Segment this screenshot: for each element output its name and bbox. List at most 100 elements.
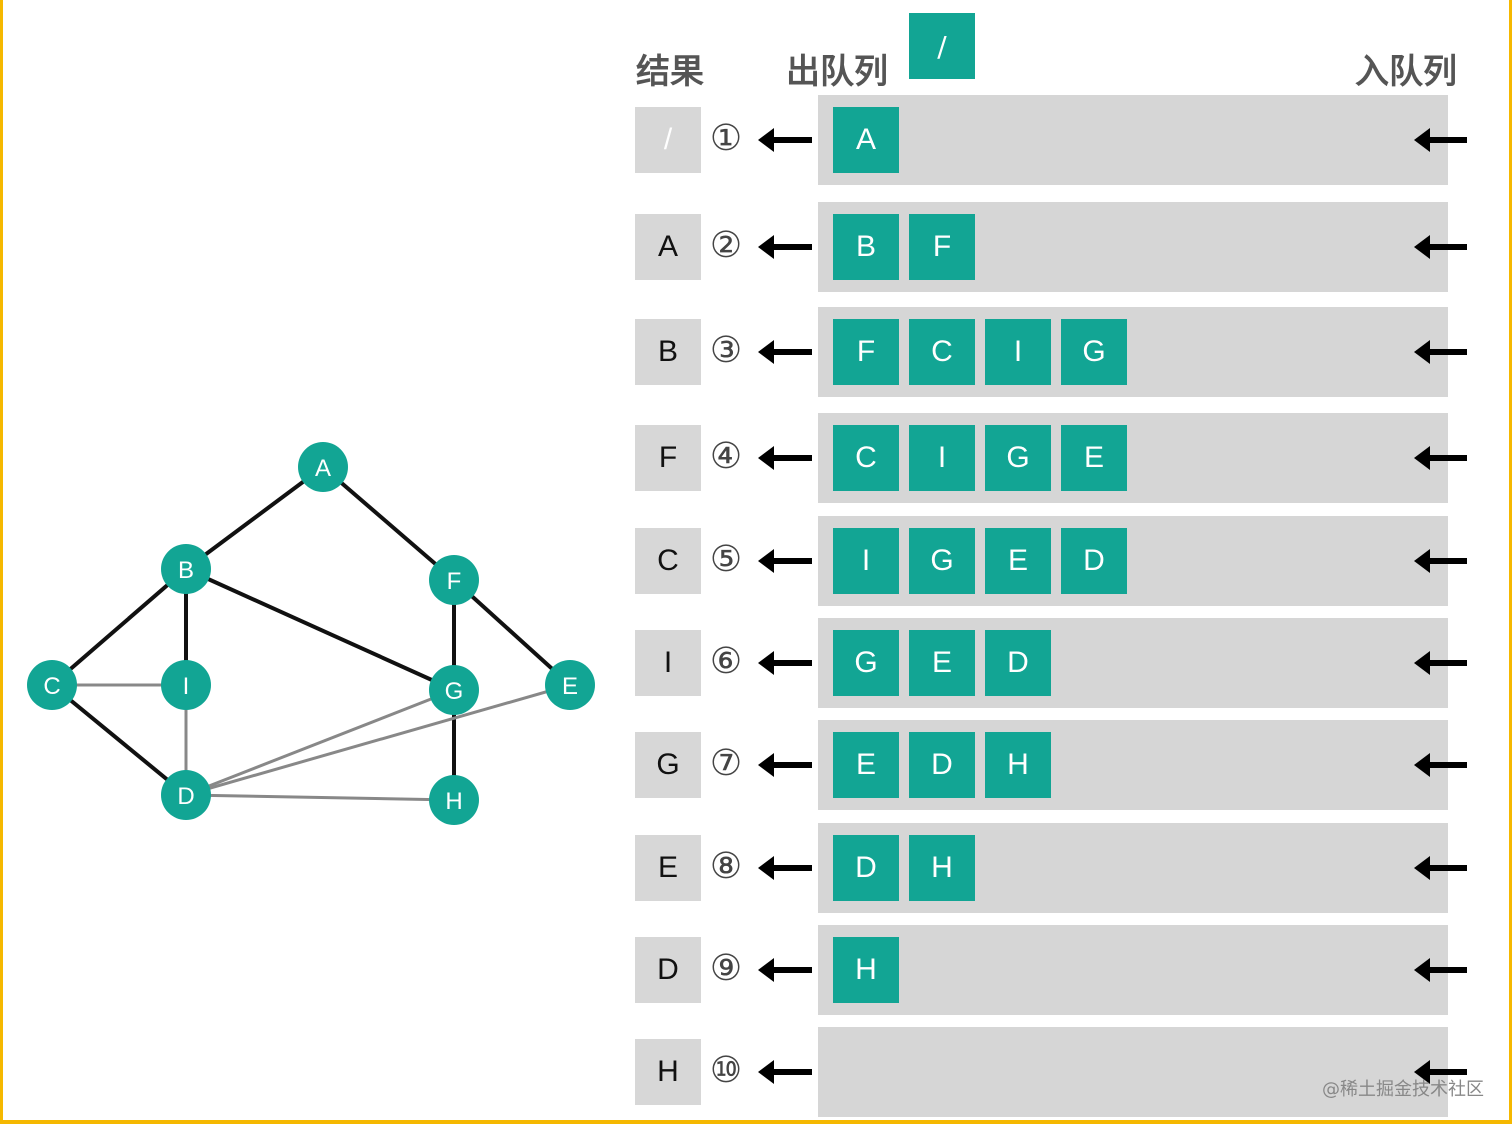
step-number: ⑩ <box>709 1050 743 1091</box>
result-box: B <box>635 319 701 385</box>
edge-D-E <box>185 683 571 797</box>
step-number: ② <box>709 225 743 266</box>
queue-item: C <box>833 425 899 491</box>
dequeue-header: 出队列 <box>786 52 888 92</box>
enqueue-arrow-icon <box>1414 128 1467 152</box>
queue-item: F <box>833 319 899 385</box>
result-box: G <box>635 732 701 798</box>
dequeue-arrow-icon <box>758 856 812 880</box>
node-I: I <box>161 660 211 710</box>
node-C: C <box>27 660 77 710</box>
queue-step: H ⑩ <box>0 1022 1512 1122</box>
enqueue-arrow-icon <box>1414 856 1467 880</box>
node-label: A <box>315 455 331 482</box>
queue-item: D <box>909 732 975 798</box>
enqueue-arrow-icon <box>1414 1060 1467 1084</box>
edge-A-F <box>321 465 456 582</box>
result-box: H <box>635 1039 701 1105</box>
step-number: ① <box>709 118 743 159</box>
dequeue-arrow-icon <box>758 1060 812 1084</box>
edge-D-H <box>185 793 455 802</box>
node-label: G <box>445 678 464 705</box>
node-label: F <box>447 568 462 595</box>
edge-B-C <box>50 567 188 687</box>
node-B: B <box>161 544 211 594</box>
result-box: / <box>635 107 701 173</box>
dequeue-arrow-icon <box>758 753 812 777</box>
queue-item: G <box>1061 319 1127 385</box>
node-label: H <box>445 788 462 815</box>
step-number: ⑨ <box>709 948 743 989</box>
enqueue-header: 入队列 <box>1355 52 1457 92</box>
queue-item: I <box>909 425 975 491</box>
result-box: A <box>635 214 701 280</box>
node-A: A <box>298 442 348 492</box>
dequeue-arrow-icon <box>758 446 812 470</box>
node-label: B <box>178 557 194 584</box>
queue-item: B <box>833 214 899 280</box>
dequeue-arrow-icon <box>758 958 812 982</box>
queue-item: E <box>1061 425 1127 491</box>
enqueue-arrow-icon <box>1414 753 1467 777</box>
node-label: I <box>183 673 190 700</box>
queue-item: A <box>833 107 899 173</box>
queue-item: I <box>833 528 899 594</box>
queue-item: G <box>833 630 899 696</box>
enqueue-arrow-icon <box>1414 549 1467 573</box>
enqueue-arrow-icon <box>1414 651 1467 675</box>
node-label: D <box>177 783 194 810</box>
dequeue-arrow-icon <box>758 549 812 573</box>
queue-item: I <box>985 319 1051 385</box>
step-number: ④ <box>709 436 743 477</box>
enqueue-arrow-icon <box>1414 340 1467 364</box>
queue-bar <box>818 925 1448 1015</box>
queue-item: D <box>985 630 1051 696</box>
step-number: ③ <box>709 330 743 371</box>
queue-item: E <box>909 630 975 696</box>
result-box: D <box>635 937 701 1003</box>
queue-item: F <box>909 214 975 280</box>
edge-A-B <box>184 465 325 571</box>
dequeued-box: / <box>909 13 975 79</box>
node-G: G <box>429 665 479 715</box>
graph: A B F C I G E D H <box>27 442 595 825</box>
enqueue-arrow-icon <box>1414 446 1467 470</box>
queue-item: C <box>909 319 975 385</box>
queue-item: E <box>833 732 899 798</box>
queue-item: H <box>909 835 975 901</box>
edge-B-G <box>185 567 455 692</box>
queue-bar <box>818 95 1448 185</box>
queue-item: E <box>985 528 1051 594</box>
edge-D-G <box>185 688 455 797</box>
step-number: ⑦ <box>709 743 743 784</box>
queue-item: D <box>833 835 899 901</box>
result-box: F <box>635 425 701 491</box>
result-box: I <box>635 630 701 696</box>
queue-item: H <box>985 732 1051 798</box>
node-H: H <box>429 775 479 825</box>
queue-item: G <box>985 425 1051 491</box>
result-box: C <box>635 528 701 594</box>
queue-step: D ⑨ H <box>0 920 1512 1020</box>
dequeue-arrow-icon <box>758 235 812 259</box>
dequeue-arrow-icon <box>758 651 812 675</box>
node-label: E <box>562 673 578 700</box>
result-header: 结果 <box>636 52 704 92</box>
node-D: D <box>161 770 211 820</box>
edge-F-E <box>452 578 572 687</box>
step-number: ⑤ <box>709 539 743 580</box>
result-box: E <box>635 835 701 901</box>
watermark: @稀土掘金技术社区 <box>1322 1079 1484 1100</box>
enqueue-arrow-icon <box>1414 958 1467 982</box>
queue-step: / ① A <box>0 90 1512 190</box>
queue-item: D <box>1061 528 1127 594</box>
dequeue-arrow-icon <box>758 340 812 364</box>
